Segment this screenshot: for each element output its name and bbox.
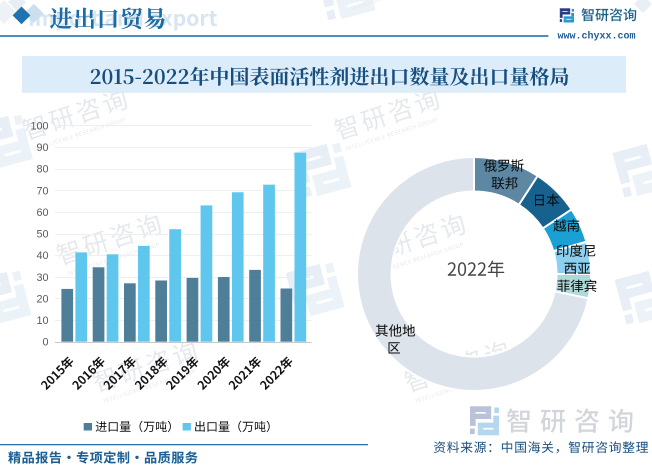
svg-text:90: 90 bbox=[36, 142, 48, 154]
svg-text:0: 0 bbox=[42, 337, 48, 349]
svg-text:80: 80 bbox=[36, 164, 48, 176]
svg-text:20: 20 bbox=[36, 293, 48, 305]
svg-text:www.chyxx.com: www.chyxx.com bbox=[558, 31, 636, 43]
svg-text:10: 10 bbox=[36, 315, 48, 327]
svg-text:30: 30 bbox=[36, 272, 48, 284]
svg-text:100: 100 bbox=[30, 120, 48, 132]
svg-text:40: 40 bbox=[36, 250, 48, 262]
svg-text:70: 70 bbox=[36, 185, 48, 197]
svg-text:50: 50 bbox=[36, 229, 48, 241]
svg-text:60: 60 bbox=[36, 207, 48, 219]
